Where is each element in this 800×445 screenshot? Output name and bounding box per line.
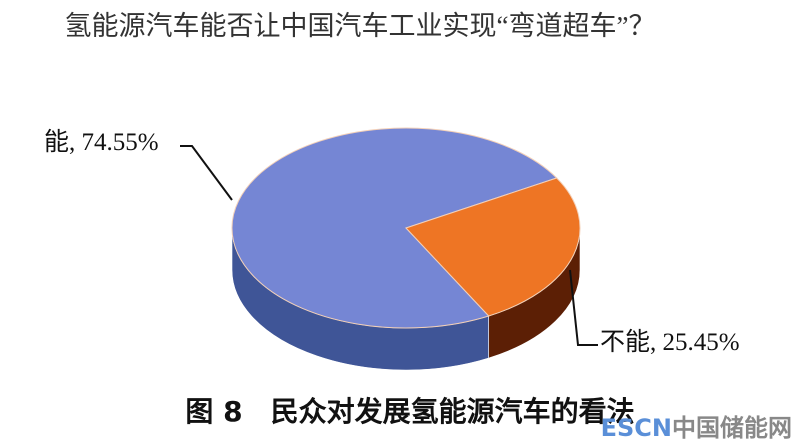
label-no: 不能, 25.45% xyxy=(600,329,740,356)
pie-slice-1 xyxy=(405,177,581,317)
chart-title: 氢能源汽车能否让中国汽车工业实现“弯道超车”？ xyxy=(64,11,656,41)
watermark-logo: ESCN中国储能网 xyxy=(600,414,792,442)
leader-line-no xyxy=(569,269,598,346)
label-yes: 能, 74.55% xyxy=(44,129,159,156)
leader-line-yes xyxy=(180,145,233,201)
pie-slice-0 xyxy=(231,127,558,329)
figure-caption: 图 8 民众对发展氢能源汽车的看法 xyxy=(185,395,635,428)
